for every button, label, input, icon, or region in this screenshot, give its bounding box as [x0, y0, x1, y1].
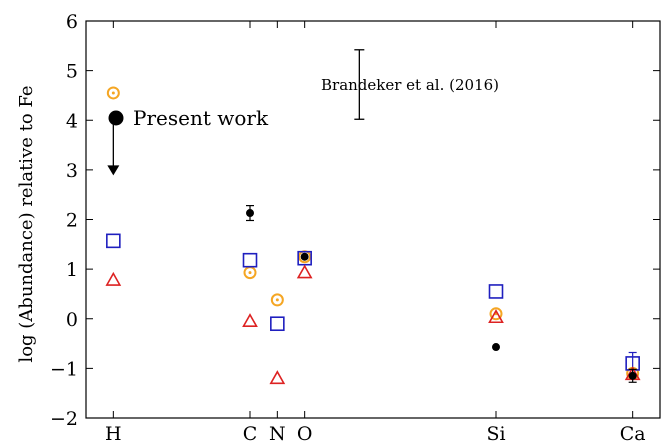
y-tick-label: 5 [66, 61, 78, 83]
orange-circle-dot [111, 91, 115, 95]
legend: Present work [108, 106, 269, 130]
y-axis-label: log (Abundance) relative to Fe [16, 85, 37, 362]
y-tick-label: −2 [50, 408, 78, 430]
upper-limit-arrow [107, 165, 120, 176]
orange-circle-point [106, 86, 120, 100]
x-tick-label: O [297, 423, 313, 443]
x-tick-label: Si [486, 423, 505, 443]
axis-ticks: −2 −1 0 1 2 3 4 5 6 H C N O Si Ca [50, 11, 660, 443]
x-tick-label: Ca [620, 423, 646, 443]
blue-square-point [242, 252, 258, 268]
x-tick-label: C [243, 423, 258, 443]
blue-square-point [270, 316, 285, 332]
y-tick-label: 6 [66, 11, 78, 33]
present-work-point [246, 209, 254, 218]
y-tick-label: −1 [50, 358, 78, 380]
legend-label-present-work: Present work [133, 106, 269, 130]
y-tick-label: 4 [66, 110, 78, 132]
orange-circle-dot [248, 271, 252, 275]
blue-square-point [106, 233, 121, 249]
y-tick-label: 1 [66, 259, 78, 281]
present-work-point [300, 252, 309, 261]
x-tick-label: N [269, 423, 286, 443]
annotation-brandeker: Brandeker et al. (2016) [321, 49, 499, 120]
red-triangle-point [242, 313, 258, 328]
y-tick-label: 3 [66, 160, 78, 182]
present-work-point [492, 343, 500, 352]
red-triangle-point [105, 271, 122, 286]
legend-marker-present-work [108, 110, 124, 126]
data-marks [105, 86, 641, 385]
present-work-point [628, 371, 637, 380]
red-triangle-point [269, 370, 286, 385]
annotation-text: Brandeker et al. (2016) [321, 76, 499, 94]
orange-circle-point [270, 293, 284, 307]
orange-circle-dot [275, 298, 279, 302]
x-tick-label: H [105, 423, 122, 443]
y-tick-label: 0 [66, 309, 78, 331]
red-triangle-point [488, 309, 504, 324]
y-tick-label: 2 [66, 210, 78, 232]
orange-circle-point [489, 307, 503, 321]
red-triangle-point [296, 264, 313, 279]
blue-square-point [488, 284, 504, 299]
